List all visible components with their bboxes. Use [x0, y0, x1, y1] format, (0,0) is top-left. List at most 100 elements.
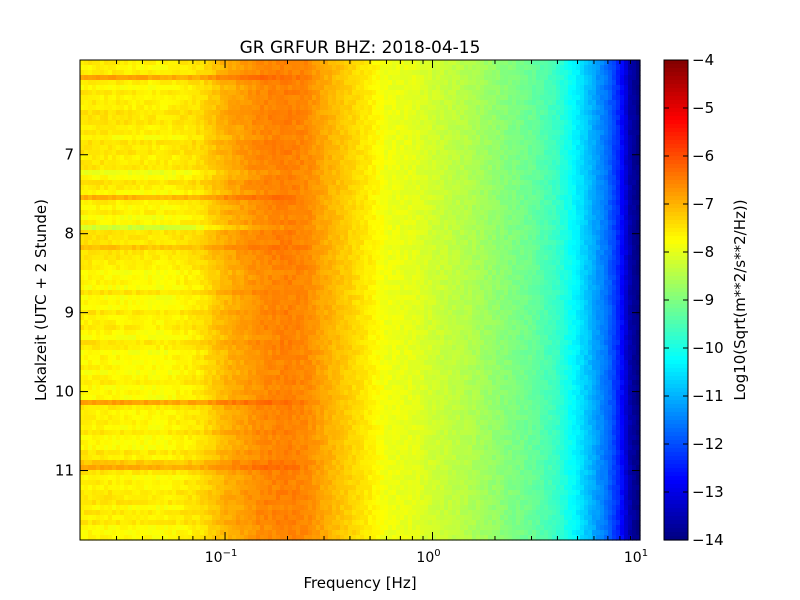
heatmap-cell [100, 145, 105, 151]
heatmap-cell [384, 130, 389, 136]
heatmap-cell [88, 120, 93, 126]
heatmap-cell [168, 90, 173, 96]
heatmap-cell [256, 65, 261, 71]
heatmap-cell [304, 210, 309, 216]
heatmap-cell [212, 160, 217, 166]
heatmap-cell [188, 140, 193, 146]
heatmap-cell [528, 230, 533, 236]
heatmap-cell [280, 70, 285, 76]
heatmap-cell [296, 150, 301, 156]
heatmap-cell [420, 105, 425, 111]
heatmap-cell [388, 60, 393, 66]
heatmap-cell [256, 200, 261, 206]
heatmap-cell [108, 115, 113, 121]
heatmap-cell [552, 65, 557, 71]
heatmap-cell [536, 115, 541, 121]
heatmap-cell [280, 95, 285, 101]
heatmap-cell [156, 65, 161, 71]
heatmap-cell [236, 115, 241, 121]
heatmap-cell [516, 110, 521, 116]
heatmap-cell [516, 115, 521, 121]
heatmap-cell [472, 130, 477, 136]
heatmap-cell [124, 235, 129, 241]
heatmap-cell [256, 180, 261, 186]
heatmap-cell [296, 205, 301, 211]
heatmap-cell [544, 225, 549, 231]
heatmap-cell [176, 205, 181, 211]
heatmap-cell [572, 70, 577, 76]
heatmap-cell [444, 100, 449, 106]
heatmap-cell [136, 100, 141, 106]
heatmap-cell [608, 130, 613, 136]
heatmap-cell [420, 135, 425, 141]
heatmap-cell [116, 200, 121, 206]
heatmap-cell [600, 145, 605, 151]
heatmap-cell [296, 135, 301, 141]
heatmap-cell [252, 120, 257, 126]
heatmap-cell [212, 175, 217, 181]
heatmap-cell [504, 180, 509, 186]
heatmap-cell [392, 145, 397, 151]
heatmap-cell [156, 195, 161, 201]
heatmap-cell [288, 80, 293, 86]
heatmap-cell [480, 160, 485, 166]
heatmap-cell [488, 160, 493, 166]
heatmap-cell [172, 85, 177, 91]
heatmap-cell [592, 80, 597, 86]
heatmap-cell [200, 235, 205, 241]
heatmap-cell [264, 90, 269, 96]
heatmap-cell [424, 230, 429, 236]
heatmap-cell [128, 70, 133, 76]
heatmap-cell [156, 95, 161, 101]
heatmap-cell [328, 70, 333, 76]
heatmap-cell [132, 125, 137, 131]
heatmap-cell [84, 65, 89, 71]
heatmap-cell [328, 120, 333, 126]
heatmap-cell [100, 155, 105, 161]
heatmap-cell [212, 80, 217, 86]
heatmap-cell [324, 195, 329, 201]
heatmap-cell [412, 155, 417, 161]
heatmap-cell [552, 165, 557, 171]
heatmap-cell [180, 160, 185, 166]
heatmap-cell [492, 90, 497, 96]
heatmap-cell [604, 135, 609, 141]
heatmap-cell [400, 100, 405, 106]
heatmap-cell [228, 65, 233, 71]
heatmap-cell [372, 170, 377, 176]
heatmap-cell [272, 155, 277, 161]
heatmap-cell [420, 85, 425, 91]
heatmap-cell [216, 185, 221, 191]
heatmap-cell [172, 180, 177, 186]
heatmap-cell [144, 145, 149, 151]
heatmap-cell [588, 100, 593, 106]
heatmap-cell [576, 160, 581, 166]
heatmap-cell [472, 115, 477, 121]
heatmap-cell [260, 105, 265, 111]
heatmap-cell [480, 75, 485, 81]
heatmap-cell [496, 160, 501, 166]
heatmap-cell [84, 195, 89, 201]
heatmap-cell [568, 125, 573, 131]
heatmap-cell [316, 210, 321, 216]
heatmap-cell [616, 150, 621, 156]
heatmap-cell [616, 180, 621, 186]
heatmap-cell [236, 85, 241, 91]
heatmap-cell [152, 225, 157, 231]
heatmap-cell [320, 195, 325, 201]
heatmap-cell [588, 230, 593, 236]
heatmap-cell [176, 115, 181, 121]
heatmap-cell [164, 185, 169, 191]
heatmap-cell [284, 105, 289, 111]
heatmap-cell [356, 160, 361, 166]
heatmap-cell [268, 225, 273, 231]
heatmap-cell [612, 95, 617, 101]
heatmap-cell [356, 100, 361, 106]
heatmap-cell [624, 210, 629, 216]
heatmap-cell [416, 150, 421, 156]
heatmap-cell [620, 195, 625, 201]
heatmap-cell [360, 110, 365, 116]
heatmap-cell [596, 125, 601, 131]
heatmap-cell [256, 235, 261, 241]
heatmap-cell [384, 180, 389, 186]
